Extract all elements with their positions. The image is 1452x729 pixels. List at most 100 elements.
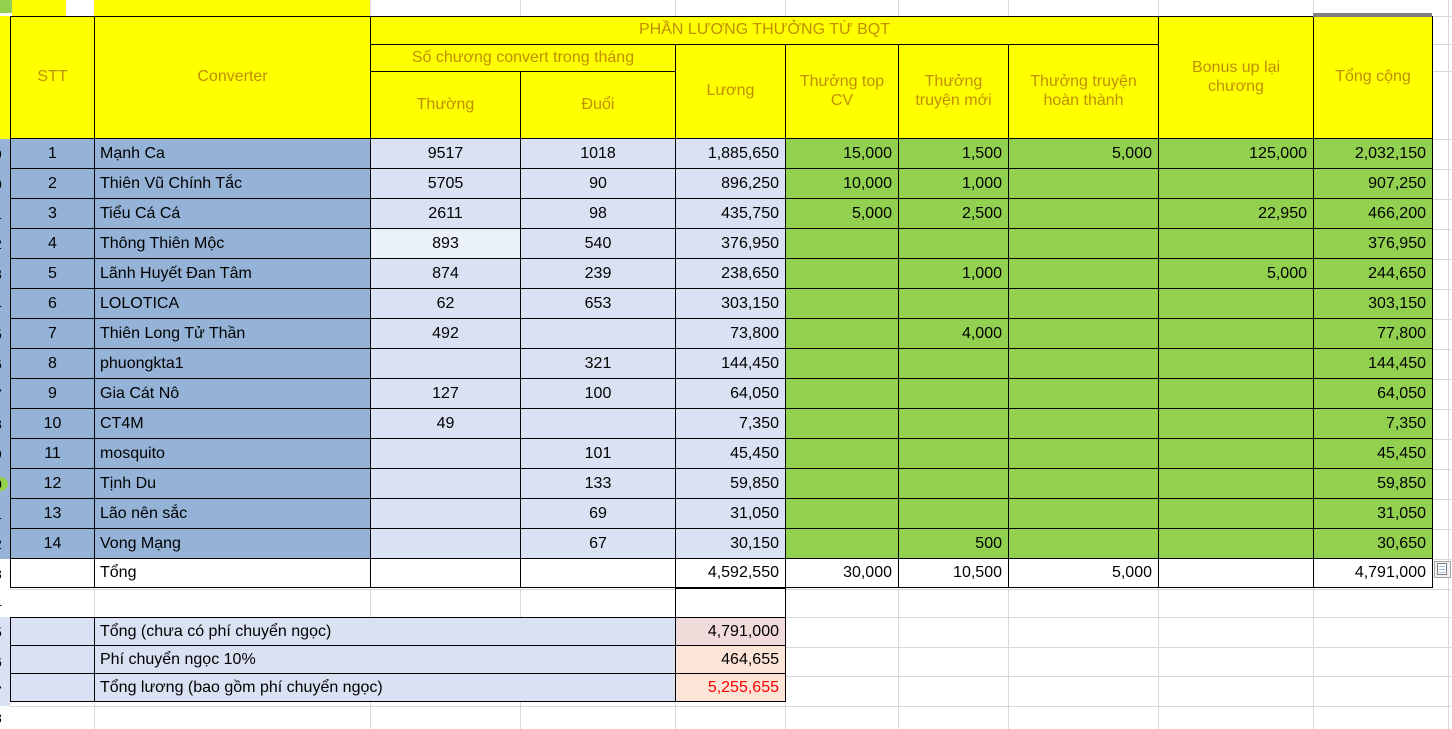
cell-top-cv[interactable] [785,528,899,559]
cell-thuong[interactable]: 9517 [370,138,521,169]
cell-truyen-moi[interactable] [898,228,1009,259]
cell-stt[interactable]: 2 [10,168,95,199]
cell-luong[interactable]: 31,050 [675,498,786,529]
header-tong-cong[interactable]: Tổng cộng [1313,16,1433,139]
cell-converter[interactable]: Thông Thiên Mộc [94,228,371,259]
cell-duoi[interactable]: 101 [520,438,676,469]
cell-top-cv[interactable] [785,348,899,379]
cell-thuong[interactable]: 127 [370,378,521,409]
cell-top-cv[interactable] [785,408,899,439]
cell-tong-cong[interactable]: 31,050 [1313,498,1433,529]
cell-truyen-moi[interactable]: 500 [898,528,1009,559]
cell-top-cv[interactable]: 15,000 [785,138,899,169]
cell-bonus-up[interactable] [1158,528,1314,559]
cell-converter[interactable]: Tịnh Du [94,468,371,499]
cell-tong-cong[interactable]: 59,850 [1313,468,1433,499]
summary-value-fee[interactable]: 464,655 [675,645,786,674]
cell-tong-cong[interactable]: 77,800 [1313,318,1433,349]
cell-stt[interactable]: 7 [10,318,95,349]
cell-bonus-up[interactable] [1158,288,1314,319]
cell-converter[interactable]: Lão nên sắc [94,498,371,529]
cell-tong-cong[interactable]: 376,950 [1313,228,1433,259]
summary-stt-cell[interactable] [10,617,95,646]
cell-bonus-up[interactable] [1158,228,1314,259]
cell-tong-cong[interactable]: 30,650 [1313,528,1433,559]
cell-duoi[interactable] [520,318,676,349]
summary-stt-cell[interactable] [10,673,95,702]
cell-stt[interactable]: 14 [10,528,95,559]
header-top-cv[interactable]: Thưởng top CV [785,44,899,139]
cell-thuong[interactable]: 2611 [370,198,521,229]
cell-converter[interactable]: Thiên Long Tử Thần [94,318,371,349]
total-thuong-cell[interactable] [370,558,521,588]
total-luong[interactable]: 4,592,550 [675,558,786,588]
cell-duoi[interactable] [520,408,676,439]
cell-bonus-up[interactable]: 125,000 [1158,138,1314,169]
cell-luong[interactable]: 303,150 [675,288,786,319]
cell-thuong[interactable]: 62 [370,288,521,319]
cell-hoan-thanh[interactable] [1008,288,1159,319]
cell-duoi[interactable]: 98 [520,198,676,229]
cell-top-cv[interactable] [785,498,899,529]
cell-stt[interactable]: 13 [10,498,95,529]
header-truyen-moi[interactable]: Thưởng truyện mới [898,44,1009,139]
cell-duoi[interactable]: 90 [520,168,676,199]
header-bonus-up[interactable]: Bonus up lại chương [1158,16,1314,139]
empty-cell-luong[interactable] [675,588,786,618]
cell-hoan-thanh[interactable] [1008,198,1159,229]
cell-thuong[interactable] [370,468,521,499]
cell-truyen-moi[interactable] [898,288,1009,319]
cell-duoi[interactable]: 653 [520,288,676,319]
cell-thuong[interactable]: 874 [370,258,521,289]
summary-label-grand-total[interactable]: Tổng lương (bao gồm phí chuyển ngọc) [94,673,676,702]
cell-luong[interactable]: 435,750 [675,198,786,229]
cell-truyen-moi[interactable] [898,468,1009,499]
cell-truyen-moi[interactable] [898,438,1009,469]
total-top-cv[interactable]: 30,000 [785,558,899,588]
cell-hoan-thanh[interactable] [1008,348,1159,379]
cell-converter[interactable]: Tiểu Cá Cá [94,198,371,229]
cell-top-cv[interactable]: 10,000 [785,168,899,199]
cell-converter[interactable]: Thiên Vũ Chính Tắc [94,168,371,199]
cell-converter[interactable]: LOLOTICA [94,288,371,319]
cell-tong-cong[interactable]: 45,450 [1313,438,1433,469]
cell-top-cv[interactable] [785,438,899,469]
cell-bonus-up[interactable] [1158,348,1314,379]
summary-label-subtotal[interactable]: Tổng (chưa có phí chuyển ngọc) [94,617,676,646]
cell-luong[interactable]: 59,850 [675,468,786,499]
cell-top-cv[interactable] [785,228,899,259]
cell-duoi[interactable]: 239 [520,258,676,289]
cell-top-cv[interactable]: 5,000 [785,198,899,229]
cell-stt[interactable]: 8 [10,348,95,379]
cell-hoan-thanh[interactable] [1008,228,1159,259]
cell-stt[interactable]: 12 [10,468,95,499]
cell-tong-cong[interactable]: 144,450 [1313,348,1433,379]
cell-duoi[interactable]: 133 [520,468,676,499]
cell-duoi[interactable]: 100 [520,378,676,409]
total-tong-cong[interactable]: 4,791,000 [1313,558,1433,588]
paste-options-icon[interactable] [1434,561,1451,583]
cell-thuong[interactable]: 5705 [370,168,521,199]
cell-thuong[interactable] [370,528,521,559]
cell-bonus-up[interactable] [1158,498,1314,529]
cell-hoan-thanh[interactable] [1008,498,1159,529]
cell-bonus-up[interactable] [1158,468,1314,499]
cell-truyen-moi[interactable] [898,378,1009,409]
cell-stt[interactable]: 11 [10,438,95,469]
cell-converter[interactable]: Gia Cát Nô [94,378,371,409]
cell-tong-cong[interactable]: 244,650 [1313,258,1433,289]
cell-truyen-moi[interactable]: 1,500 [898,138,1009,169]
cell-converter[interactable]: Lãnh Huyết Đan Tâm [94,258,371,289]
header-stt[interactable]: STT [10,16,95,139]
cell-thuong[interactable]: 893 [370,228,521,259]
header-converter[interactable]: Converter [94,16,371,139]
cell-tong-cong[interactable]: 907,250 [1313,168,1433,199]
cell-converter[interactable]: CT4M [94,408,371,439]
summary-value-grand-total[interactable]: 5,255,655 [675,673,786,702]
cell-converter[interactable]: phuongkta1 [94,348,371,379]
total-duoi-cell[interactable] [520,558,676,588]
cell-tong-cong[interactable]: 2,032,150 [1313,138,1433,169]
total-bonus-up[interactable] [1158,558,1314,588]
cell-hoan-thanh[interactable] [1008,408,1159,439]
cell-bonus-up[interactable]: 5,000 [1158,258,1314,289]
